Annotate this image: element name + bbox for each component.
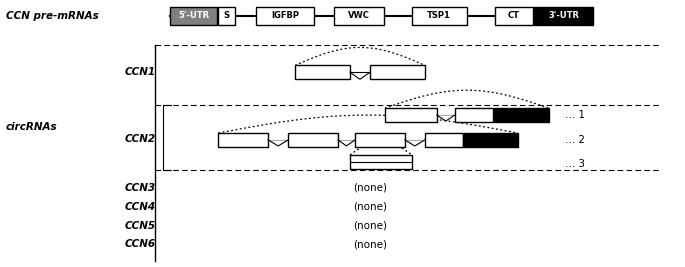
- Bar: [295, 65, 350, 79]
- Bar: [495, 7, 533, 25]
- Bar: [412, 7, 466, 25]
- Bar: [171, 7, 217, 25]
- Bar: [288, 133, 338, 147]
- Bar: [455, 108, 493, 122]
- Text: (none): (none): [353, 183, 387, 193]
- Bar: [256, 7, 314, 25]
- Bar: [334, 7, 384, 25]
- Bar: [350, 155, 412, 169]
- Bar: [534, 7, 593, 25]
- Text: CT: CT: [508, 11, 520, 20]
- Text: (none): (none): [353, 239, 387, 249]
- Text: ... 1: ... 1: [564, 110, 584, 120]
- Text: ... 3: ... 3: [564, 159, 584, 169]
- Text: CCN4: CCN4: [125, 202, 156, 212]
- Text: TSP1: TSP1: [427, 11, 451, 20]
- Bar: [463, 133, 518, 147]
- Text: CCN5: CCN5: [125, 221, 156, 230]
- Text: circRNAs: circRNAs: [5, 122, 58, 132]
- Text: CCN1: CCN1: [125, 67, 156, 77]
- Bar: [370, 65, 425, 79]
- Text: CCN2: CCN2: [125, 134, 156, 144]
- Text: S: S: [224, 11, 229, 20]
- Bar: [385, 108, 437, 122]
- Text: (none): (none): [353, 221, 387, 230]
- Text: (none): (none): [353, 202, 387, 212]
- Text: CCN3: CCN3: [125, 183, 156, 193]
- Text: CCN pre-mRNAs: CCN pre-mRNAs: [5, 11, 99, 21]
- Text: CCN6: CCN6: [125, 239, 156, 249]
- Bar: [219, 7, 235, 25]
- Text: 3'-UTR: 3'-UTR: [548, 11, 579, 20]
- Bar: [355, 133, 405, 147]
- Bar: [219, 133, 268, 147]
- Text: 5'-UTR: 5'-UTR: [178, 11, 210, 20]
- Bar: [494, 108, 549, 122]
- Text: IGFBP: IGFBP: [271, 11, 299, 20]
- Text: ... 2: ... 2: [564, 135, 584, 145]
- Bar: [425, 133, 463, 147]
- Text: VWC: VWC: [348, 11, 370, 20]
